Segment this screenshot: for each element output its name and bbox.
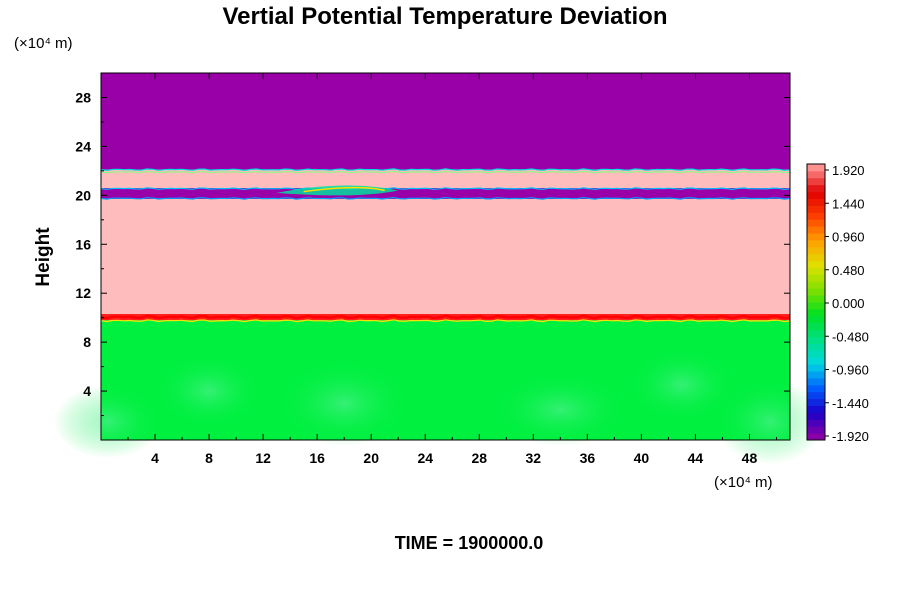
- colorbar-tick-label-6: -0.960: [832, 363, 869, 378]
- eddy-0: [53, 384, 162, 459]
- eddy-5: [627, 348, 736, 422]
- colorbar-step-21: [807, 288, 825, 296]
- x-tick-label-20: 20: [363, 450, 379, 466]
- colorbar-step-19: [807, 302, 825, 310]
- colorbar-step-39: [807, 164, 825, 172]
- colorbar-step-26: [807, 253, 825, 262]
- x-tick-label-24: 24: [417, 450, 433, 466]
- colorbar-step-28: [807, 239, 825, 248]
- eddy-3: [715, 378, 824, 465]
- colorbar-step-15: [807, 329, 825, 337]
- band-2: [101, 199, 790, 314]
- colorbar-step-10: [807, 364, 825, 372]
- y-tick-label-8: 8: [83, 334, 91, 350]
- colorbar-step-16: [807, 322, 825, 331]
- colorbar-step-1: [807, 426, 825, 434]
- colorbar-step-18: [807, 308, 825, 317]
- colorbar-step-17: [807, 315, 825, 324]
- colorbar-step-37: [807, 177, 825, 186]
- colorbar: 1.920 1.440 0.960 0.480 0.000 -0.480 -0.960 -1.…: [806, 163, 869, 444]
- colorbar-step-27: [807, 246, 825, 255]
- x-axis-unit: (×10⁴ m): [714, 474, 773, 491]
- colorbar-step-24: [807, 267, 825, 275]
- x-tick-label-44: 44: [688, 450, 704, 466]
- colorbar-step-9: [807, 371, 825, 379]
- colorbar-step-3: [807, 412, 825, 420]
- colorbar-step-12: [807, 350, 825, 358]
- plot-area: [53, 72, 824, 465]
- eddy-4: [155, 354, 264, 428]
- y-axis-ticks: 4 8 12 16 20 24 28: [75, 89, 790, 417]
- band-5: [101, 73, 790, 170]
- colorbar-step-33: [807, 205, 825, 213]
- x-tick-label-16: 16: [309, 450, 325, 466]
- y-tick-label-20: 20: [75, 187, 91, 203]
- colorbar-tick-label-1: 1.440: [832, 196, 865, 211]
- colorbar-step-23: [807, 274, 825, 282]
- colorbar-step-20: [807, 295, 825, 303]
- interface-lower-red: [100, 314, 791, 320]
- y-axis-label: Height: [33, 227, 54, 287]
- eddy-1: [276, 360, 412, 447]
- interface-upper-cyan: [100, 168, 791, 172]
- y-tick-label-4: 4: [83, 383, 91, 399]
- x-tick-label-28: 28: [471, 450, 487, 466]
- colorbar-step-32: [807, 212, 825, 220]
- colorbar-step-13: [807, 343, 825, 351]
- y-tick-label-24: 24: [75, 138, 91, 154]
- x-tick-label-8: 8: [205, 450, 213, 466]
- colorbar-step-4: [807, 405, 825, 413]
- colorbar-tick-label-2: 0.960: [832, 230, 865, 245]
- colorbar-step-5: [807, 398, 825, 406]
- x-tick-label-40: 40: [634, 450, 650, 466]
- colorbar-step-25: [807, 260, 825, 268]
- colorbar-tick-label-7: -1.440: [832, 396, 869, 411]
- colorbar-step-11: [807, 357, 825, 365]
- chart-title: Vertial Potential Temperature Deviation: [222, 3, 667, 30]
- band-4: [101, 169, 790, 188]
- colorbar-step-6: [807, 391, 825, 400]
- colorbar-step-34: [807, 198, 825, 206]
- x-axis-ticks: 4 8 12 16 20 24 28 32 36 40 44 48: [127, 73, 777, 466]
- colorbar-tick-label-3: 0.480: [832, 263, 865, 278]
- colorbar-step-14: [807, 336, 825, 344]
- band-3: [101, 187, 790, 200]
- x-tick-label-12: 12: [255, 450, 271, 466]
- colorbar-step-35: [807, 191, 825, 199]
- colorbar-step-7: [807, 384, 825, 393]
- plot-frame: [100, 72, 791, 441]
- x-tick-label-36: 36: [580, 450, 596, 466]
- colorbar-tick-label-4: 0.000: [832, 296, 865, 311]
- eddy-2: [492, 372, 628, 447]
- interface-lower-yellow: [100, 319, 791, 323]
- colorbar-step-30: [807, 226, 825, 234]
- colorbar-tick-label-8: -1.920: [832, 429, 869, 444]
- y-tick-label-12: 12: [75, 285, 91, 301]
- colorbar-step-0: [807, 433, 825, 441]
- colorbar-frame: [806, 163, 826, 441]
- x-tick-label-4: 4: [151, 450, 159, 466]
- colorbar-step-36: [807, 184, 825, 193]
- interface-mid-blue: [100, 196, 791, 200]
- y-tick-label-28: 28: [75, 89, 91, 105]
- colorbar-step-38: [807, 170, 825, 179]
- y-tick-label-16: 16: [75, 236, 91, 252]
- shear-disturbance-edge: [303, 186, 385, 193]
- x-tick-label-32: 32: [526, 450, 542, 466]
- colorbar-tick-label-0: 1.920: [832, 163, 865, 178]
- interface-mid-cyan: [100, 187, 791, 191]
- colorbar-step-31: [807, 219, 825, 227]
- colorbar-step-2: [807, 419, 825, 427]
- colorbar-step-8: [807, 377, 825, 386]
- colorbar-step-22: [807, 281, 825, 289]
- x-tick-label-48: 48: [742, 450, 758, 466]
- colorbar-step-29: [807, 233, 825, 241]
- time-label: TIME = 1900000.0: [395, 533, 544, 553]
- interface-upper-green: [100, 170, 791, 174]
- colorbar-tick-label-5: -0.480: [832, 329, 869, 344]
- y-axis-unit: (×10⁴ m): [14, 35, 73, 52]
